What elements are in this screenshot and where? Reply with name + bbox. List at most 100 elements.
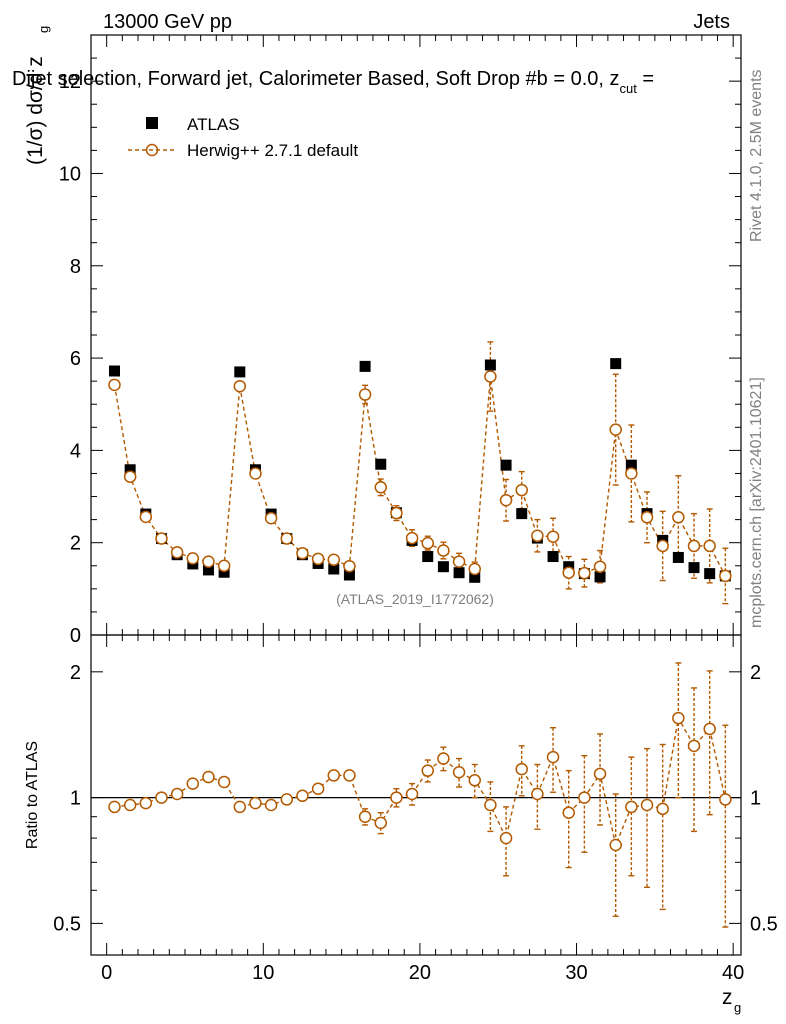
main-y-tick-label: 2 [70, 533, 81, 555]
atlas-point [672, 551, 684, 563]
x-tick-label: 30 [565, 962, 587, 984]
ratio-point [672, 711, 685, 725]
atlas-point [547, 551, 559, 563]
ratio-point [625, 800, 638, 814]
mc-point [531, 529, 544, 543]
ratio-point [264, 798, 278, 812]
ratio-point [468, 774, 481, 787]
ratio-point [327, 769, 341, 782]
main-axes: 0 2 4 6 8 10 12 [59, 34, 741, 647]
atlas-point [234, 366, 246, 378]
ratio-point [358, 810, 372, 823]
mc-point [217, 559, 231, 573]
svg-text:g: g [734, 1000, 741, 1015]
mc-point [264, 511, 278, 525]
ratio-point [374, 816, 388, 830]
ratio-point [687, 739, 701, 753]
mc-point [202, 555, 215, 568]
atlas-point [704, 568, 716, 580]
main-y-tick-label: 6 [70, 348, 81, 370]
ratio-point [170, 787, 184, 801]
ratio-point [578, 791, 591, 804]
ratio-point [405, 787, 419, 801]
mc-point [343, 559, 356, 573]
x-tick-label: 20 [409, 962, 431, 984]
legend-atlas-label: ATLAS [187, 115, 240, 134]
svg-text:z: z [722, 986, 733, 1009]
atlas-point [218, 566, 230, 578]
atlas-point [610, 358, 622, 370]
ratio-point [311, 782, 325, 795]
mc-point [358, 388, 372, 401]
atlas-point [516, 508, 528, 520]
ratio-y-tick-label-right: 2 [750, 662, 761, 684]
ratio-y-tick-label-right: 0.5 [750, 913, 778, 935]
ratio-point [703, 722, 716, 736]
energy-label: 13000 GeV pp [103, 11, 232, 33]
mc-point [452, 555, 466, 568]
atlas-point [688, 562, 700, 574]
ratio-y-tick-label: 0.5 [53, 913, 81, 935]
ratio-point [249, 796, 262, 810]
mc-point [139, 510, 153, 524]
mc-point [484, 370, 497, 383]
mc-point [515, 483, 528, 497]
mc-point [719, 569, 732, 583]
ratio-point [390, 791, 403, 804]
plot-title-sub: cut [620, 81, 638, 96]
ratio-point [515, 762, 528, 776]
mc-point [296, 547, 309, 560]
mc-point [421, 536, 434, 550]
ratio-point [296, 789, 309, 803]
ratio-point [233, 800, 247, 814]
mc-point [311, 552, 325, 566]
mc-point [123, 470, 137, 483]
mc-point [186, 552, 200, 565]
main-y-tick-label: 8 [70, 256, 81, 278]
legend: ATLAS Herwig++ 2.7.1 default [128, 115, 358, 160]
ratio-point [719, 793, 732, 806]
legend-mc-marker [145, 143, 159, 157]
ratio-panel-frame [90, 634, 742, 956]
ratio-line [114, 716, 727, 848]
plot-title-main: Dijet selection, Forward jet, Calorimete… [12, 68, 620, 90]
x-tick-label: 10 [252, 962, 274, 984]
mc-point [468, 562, 481, 576]
atlas-point [500, 459, 512, 471]
ratio-point [531, 787, 544, 801]
mc-point [546, 530, 560, 543]
atlas-point [594, 571, 606, 583]
atlas-point [359, 360, 371, 372]
mc-point [437, 544, 450, 557]
rivet-label: Rivet 4.1.0, 2.5M events [748, 69, 765, 242]
svg-text:(1/σ) dσ/d z: (1/σ) dσ/d z [24, 56, 47, 165]
atlas-point [437, 561, 449, 573]
ratio-point [452, 765, 466, 779]
atlas-point [484, 359, 496, 371]
mc-point [280, 532, 294, 545]
ratio-y-tick-label: 1 [70, 788, 81, 810]
ratio-point [562, 806, 575, 819]
ratio-point [437, 752, 450, 765]
mc-point [390, 506, 403, 520]
ratio-point [217, 775, 231, 789]
analysis-watermark: (ATLAS_2019_I1772062) [336, 591, 494, 607]
ratio-point [202, 770, 215, 784]
mc-point [233, 379, 247, 393]
svg-text:g: g [36, 26, 51, 33]
mc-point [170, 546, 184, 559]
atlas-point [202, 564, 214, 576]
atlas-point [343, 569, 355, 581]
mc-point [578, 566, 591, 580]
main-y-tick-label: 12 [59, 71, 81, 93]
ratio-point [108, 800, 121, 814]
ratio-point [546, 750, 560, 764]
plot-title-tail: = [637, 68, 654, 90]
mc-point [593, 560, 607, 573]
main-marks [108, 341, 732, 605]
mc-point [656, 539, 669, 553]
ratio-y-tick-label: 2 [70, 662, 81, 684]
ratio-point [186, 777, 200, 790]
main-y-tick-label: 0 [70, 625, 81, 647]
